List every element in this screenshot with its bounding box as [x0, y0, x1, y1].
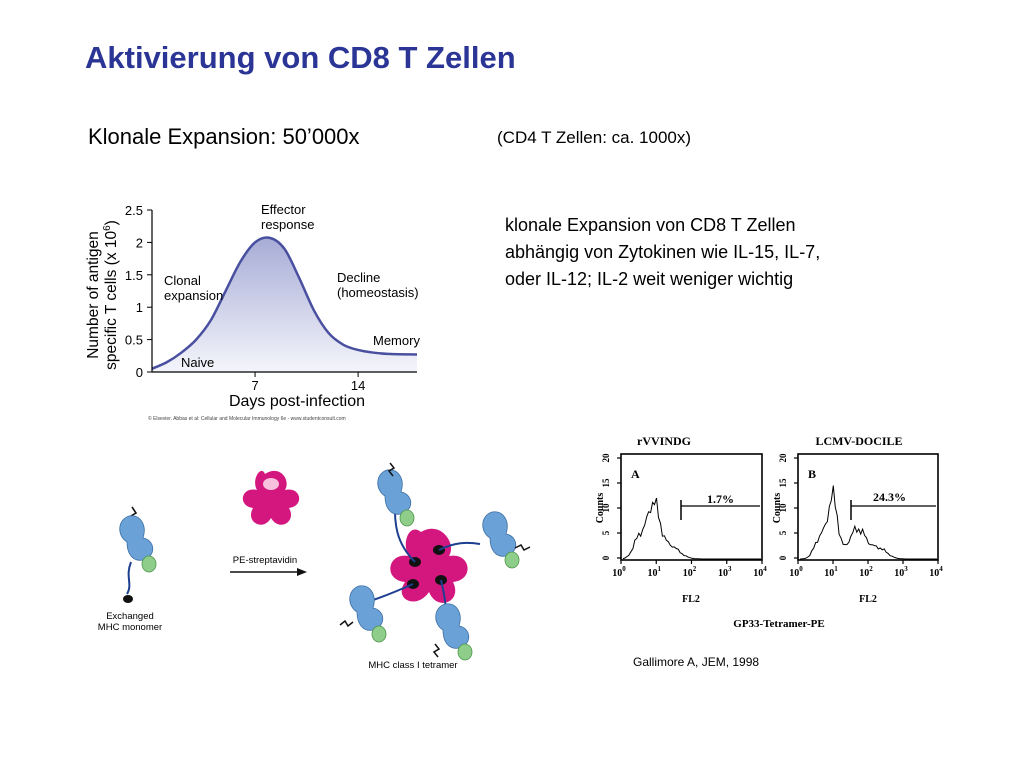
note-line: abhängig von Zytokinen wie IL-15, IL-7, [505, 242, 821, 262]
y-tick-label: 15 [778, 478, 788, 488]
y-tick-label: 10 [601, 503, 611, 513]
tetramer-mhc [349, 585, 387, 643]
copyright-note: © Elsevier. Abbas et al: Cellular and Mo… [148, 415, 346, 422]
y-tick-label: 2.5 [125, 203, 143, 218]
arrow-label: PE-streptavidin [233, 555, 297, 566]
x-tick-label: 100 [789, 565, 803, 579]
x-tick-label: 102 [683, 565, 697, 579]
y-axis-label-line1: Number of antigen [85, 231, 102, 359]
expansion-label: expansion [164, 288, 223, 303]
monomer-label-1: Exchanged [106, 611, 154, 622]
x-tick-group: 7 14 [251, 372, 365, 393]
tetramer-diagram: Exchanged MHC monomer PE-streptavidin MH… [98, 462, 531, 671]
cytokine-note: klonale Expansion von CD8 T Zellen abhän… [505, 212, 935, 293]
panel-a-ylabel: Counts [595, 493, 606, 524]
panel-a-frame [620, 453, 763, 561]
panel-a-x-ticks: 100 101 102 103 104 [612, 560, 767, 579]
histogram-a [622, 497, 761, 560]
y-axis-label-line2: specific T cells (x 106) [102, 220, 120, 370]
page-title: Aktivierung von CD8 T Zellen [85, 40, 516, 75]
y-tick-label: 0 [601, 555, 611, 560]
histogram-b [799, 485, 937, 560]
y-tick-label: 0 [136, 365, 143, 380]
y-tick-group: 0 0.5 1 1.5 2 2.5 [125, 203, 152, 380]
y-tick-label: 20 [601, 453, 611, 463]
expansion-area [152, 237, 417, 372]
homeostasis-label: (homeostasis) [337, 285, 419, 300]
mhc-molecule [119, 515, 157, 573]
streptavidin [242, 470, 300, 525]
y-tick-label: 15 [601, 478, 611, 488]
panel-a-title: rVVINDG [637, 434, 691, 448]
x-axis-label: Days post-infection [229, 393, 365, 410]
reaction-arrow [230, 568, 307, 576]
tetramer-axis-label: GP33-Tetramer-PE [733, 618, 824, 630]
x-tick-label: 104 [929, 565, 943, 579]
panel-b-percent: 24.3% [873, 490, 906, 504]
expansion-plot-area [151, 236, 418, 372]
y-tick-label: 1 [136, 300, 143, 315]
mhc-monomer [119, 506, 157, 603]
citation: Gallimore A, JEM, 1998 [633, 655, 760, 669]
y-tick-label: 0 [778, 555, 788, 560]
y-tick-label: 5 [601, 530, 611, 535]
x-tick-label: 100 [612, 565, 626, 579]
expansion-curve [151, 236, 418, 370]
decline-label: Decline [337, 270, 380, 285]
note-line: klonale Expansion von CD8 T Zellen [505, 215, 796, 235]
panel-a-xlabel: FL2 [682, 594, 700, 605]
y-tick-label: 2 [136, 235, 143, 250]
biotin [123, 595, 133, 603]
x-tick-label: 101 [824, 565, 838, 579]
panel-b-frame [797, 453, 939, 561]
flow-cytometry-figure: rVVINDG LCMV-DOCILE A 1.7% Counts 20 15 10… [595, 434, 943, 630]
x-tick-label: 104 [753, 565, 767, 579]
gate-b [850, 500, 936, 520]
x-tick-label: 7 [251, 378, 258, 393]
y-tick-label: 1.5 [125, 268, 143, 283]
mhc-tetramer [339, 462, 531, 661]
tetramer-core [390, 528, 468, 603]
panel-a-letter: A [631, 467, 640, 481]
tetramer-label: MHC class I tetramer [368, 660, 457, 671]
x-tick-label: 103 [718, 565, 732, 579]
clonal-expansion-heading: Klonale Expansion: 50’000x [88, 124, 360, 149]
tetramer-mhc [435, 603, 473, 661]
response-label: response [261, 217, 314, 232]
panel-b-y-ticks: 20 15 10 5 0 [778, 453, 798, 560]
panel-a: A 1.7% Counts 20 15 10 5 0 100 101 102 103 104 F… [595, 453, 767, 605]
x-tick-label: 103 [894, 565, 908, 579]
panel-b-xlabel: FL2 [859, 594, 877, 605]
x-tick-label: 14 [351, 378, 365, 393]
effector-label: Effector [261, 202, 306, 217]
cd4-comparison-note: (CD4 T Zellen: ca. 1000x) [497, 128, 692, 147]
y-tick-label: 0.5 [125, 333, 143, 348]
panel-b-title: LCMV-DOCILE [815, 434, 902, 448]
memory-label: Memory [373, 333, 420, 348]
y-tick-label: 5 [778, 530, 788, 535]
x-tick-label: 102 [859, 565, 873, 579]
panel-a-percent: 1.7% [707, 492, 734, 506]
monomer-label-2: MHC monomer [98, 622, 162, 633]
panel-b-x-ticks: 100 101 102 103 104 [789, 560, 943, 579]
gate-a [680, 500, 760, 520]
panel-a-y-ticks: 20 15 10 5 0 [601, 453, 621, 560]
note-line: oder IL-12; IL-2 weit weniger wichtig [505, 269, 794, 289]
expansion-chart: 0 0.5 1 1.5 2 2.5 7 14 Number of antigen speci… [85, 202, 420, 422]
y-tick-label: 20 [778, 453, 788, 463]
x-tick-label: 101 [648, 565, 662, 579]
tetramer-mhc [482, 511, 520, 569]
naive-label: Naive [181, 355, 214, 370]
y-tick-label: 10 [778, 503, 788, 513]
panel-b-letter: B [808, 467, 816, 481]
panel-b-ylabel: Counts [772, 493, 783, 524]
linker [126, 561, 132, 595]
clonal-label: Clonal [164, 273, 201, 288]
